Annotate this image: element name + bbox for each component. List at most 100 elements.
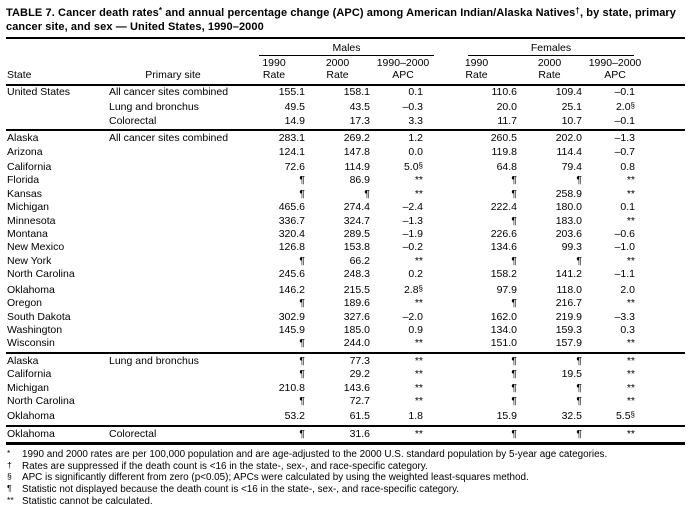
male-1990-rate-cell: 145.9 — [278, 323, 305, 336]
male-1990-rate-cell: ¶ — [299, 337, 305, 350]
table-row: New Mexico 126.8 153.8 –0.2 134.6 99.3 –1.0 — [6, 241, 685, 254]
table-header: Males Females State Primary site 1990 Ra… — [6, 42, 685, 83]
table-title: TABLE 7. Cancer death rates* and annual … — [6, 4, 685, 34]
male-1990-rate-cell: ¶ — [299, 354, 305, 367]
male-2000-year-label: 2000 — [325, 57, 350, 69]
primary-site-column-header: Primary site — [145, 68, 201, 81]
table-row: Michigan 465.6 274.4 –2.4 222.4 180.0 0.1 — [6, 201, 685, 214]
female-apc-cell: –1.0 — [614, 241, 635, 254]
female-2000-rate-cell: 19.5 — [561, 368, 582, 381]
female-apc-range-label: 1990–2000 — [588, 57, 642, 69]
table-row: Wisconsin ¶ 244.0 ** 151.0 157.9 ** — [6, 337, 685, 350]
female-1990-rate-cell: 134.6 — [490, 241, 517, 254]
female-apc-cell: ** — [626, 187, 635, 200]
male-1990-rate-cell: ¶ — [299, 368, 305, 381]
female-1990-rate-cell: 15.9 — [496, 410, 517, 423]
footnote: † Rates are suppressed if the death count… — [6, 460, 685, 473]
female-2000-rate-cell: ¶ — [576, 394, 582, 407]
table-row: North Carolina 245.6 248.3 0.2 158.2 141.2 –1.… — [6, 268, 685, 281]
male-2000-rate-cell: 86.9 — [349, 174, 370, 187]
table-row: Minnesota 336.7 324.7 –1.3 ¶ 183.0 ** — [6, 215, 685, 228]
table-row: Oklahoma Colorectal ¶ 31.6 ** ¶ ¶ ** — [6, 428, 685, 441]
females-group-header: Females — [468, 42, 634, 56]
primary-site-cell: Colorectal — [109, 427, 157, 440]
state-cell: Alaska — [7, 354, 39, 367]
male-apc-cell: 0.0 — [408, 145, 423, 158]
female-2000-rate-cell: 25.1 — [561, 101, 582, 114]
table-row: Washington 145.9 185.0 0.9 134.0 159.3 0.3 — [6, 324, 685, 337]
male-apc-cell: –0.2 — [402, 241, 423, 254]
table-row: North Carolina ¶ 72.7 ** ¶ ¶ ** — [6, 395, 685, 408]
section-divider — [6, 129, 685, 132]
female-1990-rate-cell: ¶ — [511, 297, 517, 310]
female-1990-rate-cell: 11.7 — [497, 114, 517, 127]
male-2000-rate-cell: 77.3 — [349, 354, 370, 367]
female-1990-rate-label: Rate — [465, 68, 488, 81]
table-row: Kansas ¶ ¶ ** ¶ 258.9 ** — [6, 188, 685, 201]
male-apc-cell: ** — [414, 187, 423, 200]
male-2000-rate-cell: 189.6 — [343, 297, 370, 310]
footnote-text: Rates are suppressed if the death count … — [22, 460, 428, 472]
significance-marker: § — [418, 161, 423, 171]
female-apc-cell: ** — [626, 254, 635, 267]
male-2000-rate-cell: 17.3 — [349, 114, 370, 127]
female-2000-rate-cell: 258.9 — [555, 187, 582, 200]
table-row: Alaska All cancer sites combined 283.1 269.… — [6, 132, 685, 145]
male-apc-cell: 1.8 — [408, 410, 423, 423]
primary-site-cell: All cancer sites combined — [109, 132, 229, 145]
table-bottom-rule — [6, 442, 685, 446]
title-text: TABLE 7. Cancer death rates — [6, 7, 159, 19]
male-apc-cell: –2.0 — [402, 310, 423, 323]
significance-marker: § — [630, 101, 635, 111]
female-apc-cell: ** — [626, 368, 635, 381]
male-apc-cell: ** — [414, 394, 423, 407]
male-1990-rate-cell: 49.5 — [284, 101, 305, 114]
females-group-label: Females — [530, 42, 572, 54]
female-2000-rate-cell: 118.0 — [556, 283, 583, 296]
female-2000-rate-cell: ¶ — [576, 381, 582, 394]
male-2000-rate-cell: 215.5 — [343, 283, 370, 296]
male-2000-rate-cell: 324.7 — [343, 214, 370, 227]
female-1990-rate-cell: ¶ — [511, 354, 517, 367]
state-cell: Oklahoma — [7, 427, 55, 440]
female-2000-rate-cell: 202.0 — [555, 132, 582, 145]
female-1990-rate-cell: 222.4 — [490, 201, 517, 214]
female-apc-cell: ** — [626, 381, 635, 394]
table-row: Arizona 124.1 147.8 0.0 119.8 114.4 –0.7 — [6, 146, 685, 159]
footnote-marker: § — [7, 471, 12, 482]
male-2000-rate-label: Rate — [326, 68, 349, 81]
male-2000-rate-cell: 248.3 — [343, 268, 370, 281]
female-1990-rate-cell: ¶ — [511, 187, 517, 200]
female-apc-cell: 0.8 — [620, 161, 635, 174]
footnote-marker: ** — [7, 494, 14, 505]
female-2000-rate-cell: ¶ — [576, 174, 582, 187]
section-divider — [6, 424, 685, 427]
primary-site-cell: Colorectal — [109, 114, 157, 127]
state-cell: Oklahoma — [7, 410, 55, 423]
female-apc-cell: –0.7 — [614, 145, 635, 158]
footnote-text: Statistic cannot be calculated. — [22, 495, 153, 507]
state-cell: South Dakota — [7, 310, 71, 323]
male-1990-rate-cell: ¶ — [299, 394, 305, 407]
table-row: Oklahoma 53.2 61.5 1.8 15.9 32.5 5.5§ — [6, 408, 685, 423]
female-apc-cell: –3.3 — [614, 310, 635, 323]
male-1990-rate-cell: 245.6 — [278, 268, 305, 281]
male-2000-rate-cell: 31.6 — [349, 427, 370, 440]
female-apc-cell: 0.1 — [620, 201, 635, 214]
state-cell: Washington — [7, 323, 63, 336]
female-2000-rate-cell: 10.7 — [561, 114, 582, 127]
males-group-label: Males — [332, 42, 361, 54]
male-1990-rate-cell: 146.2 — [278, 283, 305, 296]
male-apc-cell: –2.4 — [402, 201, 423, 214]
state-cell: Michigan — [7, 381, 50, 394]
female-1990-rate-header: 1990 Rate — [436, 57, 517, 81]
male-1990-rate-cell: 210.8 — [278, 381, 305, 394]
male-2000-rate-cell: 66.2 — [349, 254, 370, 267]
state-cell: Oregon — [7, 297, 43, 310]
male-2000-rate-cell: 29.2 — [349, 368, 370, 381]
state-cell: Michigan — [7, 201, 50, 214]
header-rule — [6, 84, 685, 86]
female-1990-rate-cell: ¶ — [511, 427, 517, 440]
footnote: * 1990 and 2000 rates are per 100,000 pop… — [6, 448, 685, 461]
